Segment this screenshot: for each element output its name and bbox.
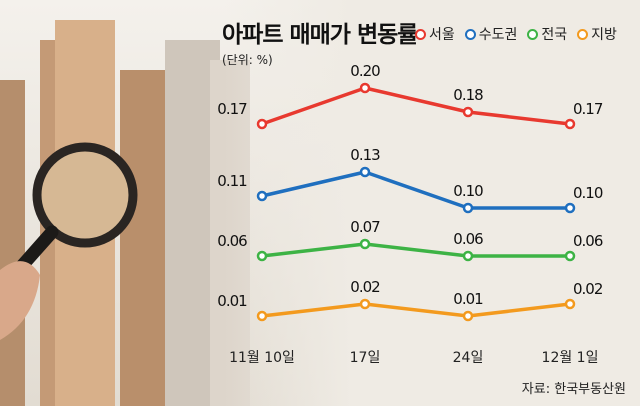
source-note: 자료: 한국부동산원 [521, 382, 626, 397]
data-point [256, 118, 268, 130]
data-label: 0.06 [453, 230, 483, 248]
data-label: 0.17 [217, 100, 247, 118]
data-point [359, 166, 371, 178]
data-point [256, 250, 268, 262]
x-tick-label: 11월 10일 [229, 350, 295, 366]
unit-label: (단위: %) [222, 53, 273, 67]
data-point [256, 310, 268, 322]
legend-label: 서울 [429, 27, 455, 43]
data-label: 0.01 [217, 292, 247, 310]
data-label: 0.10 [573, 184, 603, 202]
legend-marker-icon [415, 28, 426, 40]
chart-title: 아파트 매매가 변동률 [222, 22, 418, 48]
legend-item-provinces: 지방 [577, 24, 617, 44]
series-line [261, 302, 571, 318]
data-point [462, 106, 474, 118]
data-label: 0.07 [350, 218, 380, 236]
data-point [359, 298, 371, 310]
data-point [462, 250, 474, 262]
data-point [564, 118, 576, 130]
data-label: 0.13 [350, 146, 380, 164]
data-label: 0.02 [573, 280, 603, 298]
data-label: 0.17 [573, 100, 603, 118]
legend-item-capital-area: 수도권 [464, 24, 518, 44]
data-label: 0.10 [453, 182, 483, 200]
legend-marker-icon [527, 28, 539, 40]
legend: 서울 수도권 전국 지방 [415, 24, 617, 44]
series-line [261, 170, 570, 210]
data-label: 0.02 [350, 278, 380, 296]
legend-item-seoul: 서울 [415, 24, 455, 44]
data-point [256, 190, 268, 202]
series-line [261, 242, 570, 258]
data-point [564, 250, 576, 262]
legend-label: 수도권 [478, 27, 518, 43]
data-label: 0.06 [573, 232, 603, 250]
data-point [564, 202, 576, 214]
legend-marker-icon [464, 28, 476, 40]
data-point [462, 202, 474, 214]
legend-item-nationwide: 전국 [527, 24, 567, 44]
x-tick-label: 17일 [350, 350, 381, 366]
data-point [359, 82, 371, 94]
data-label: 0.20 [350, 62, 380, 80]
data-label: 0.11 [217, 172, 247, 190]
data-label: 0.06 [217, 232, 247, 250]
data-point [564, 298, 576, 310]
legend-label: 지방 [591, 27, 617, 43]
series-line [261, 86, 571, 126]
data-label: 0.18 [453, 86, 483, 104]
data-label: 0.01 [453, 290, 483, 308]
data-point [462, 310, 474, 322]
x-tick-label: 24일 [453, 350, 484, 366]
legend-marker-icon [577, 28, 589, 40]
legend-label: 전국 [541, 27, 568, 43]
data-point [359, 238, 371, 250]
x-tick-label: 12월 1일 [542, 350, 599, 366]
